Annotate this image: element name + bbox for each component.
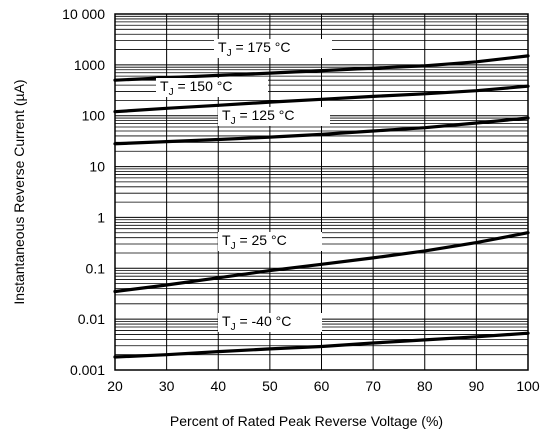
series-curves	[113, 54, 530, 359]
grid	[114, 14, 529, 371]
series-label-main: T	[218, 39, 227, 55]
series-label-main: T	[222, 232, 231, 248]
x-tick-label: 30	[159, 378, 175, 394]
x-tick-labels: 20 30 40 50 60 70 80 90 100	[107, 378, 540, 394]
y-tick-label: 0.01	[78, 311, 105, 327]
series-label-main: T	[160, 78, 169, 94]
x-tick-label: 20	[107, 378, 123, 394]
series-label-text: TJ = 150 °C	[160, 78, 232, 98]
series-label-box	[218, 313, 322, 332]
series-label-subscript: J	[169, 87, 174, 98]
series-label-subscript: J	[231, 116, 236, 127]
series-label-1: TJ = 150 °C	[156, 78, 268, 98]
x-tick-label: 90	[469, 378, 485, 394]
series-label-subscript: J	[231, 322, 236, 333]
series-label-text: TJ = -40 °C	[222, 313, 291, 333]
x-tick-label: 100	[516, 378, 540, 394]
y-tick-label: 0.1	[86, 260, 106, 276]
y-tick-label: 10 000	[62, 6, 105, 22]
series-label-rest: = 150 °C	[174, 78, 233, 94]
series-line-4	[113, 331, 530, 359]
y-tick-label: 1000	[74, 57, 105, 73]
plot-frame	[114, 13, 529, 371]
series-label-rest: = 175 °C	[232, 39, 291, 55]
series-label-box	[214, 39, 332, 58]
y-tick-label: 100	[82, 108, 106, 124]
series-line-0	[113, 54, 530, 82]
series-label-subscript: J	[227, 48, 232, 59]
series-label-text: TJ = 175 °C	[218, 39, 290, 59]
series-label-main: T	[222, 313, 231, 329]
series-line-2	[113, 116, 530, 146]
series-label-0: TJ = 175 °C	[214, 39, 332, 59]
y-tick-label: 10	[89, 159, 105, 175]
y-tick-labels: 10 000 1000 100 10 1 0.1 0.01 0.001	[62, 6, 105, 378]
x-tick-label: 40	[210, 378, 226, 394]
series-label-4: TJ = -40 °C	[218, 313, 322, 333]
series-label-rest: = 25 °C	[236, 232, 287, 248]
series-label-rest: = -40 °C	[236, 313, 292, 329]
series-label-box	[218, 232, 322, 251]
series-label-box	[156, 78, 268, 97]
series-line-1	[113, 84, 530, 114]
x-tick-label: 60	[314, 378, 330, 394]
x-tick-label: 80	[417, 378, 433, 394]
series-label-2: TJ = 125 °C	[218, 107, 330, 127]
x-tick-label: 70	[365, 378, 381, 394]
series-label-box	[218, 107, 330, 126]
series-label-3: TJ = 25 °C	[218, 232, 322, 252]
y-tick-label: 0.001	[70, 362, 105, 378]
series-label-rest: = 125 °C	[236, 107, 295, 123]
y-axis-title: Instantaneous Reverse Current (µA)	[11, 79, 27, 304]
series-labels: TJ = 175 °CTJ = 150 °CTJ = 125 °CTJ = 25…	[156, 39, 332, 333]
series-label-main: T	[222, 107, 231, 123]
series-label-text: TJ = 25 °C	[222, 232, 287, 252]
series-line-3	[113, 231, 530, 294]
y-tick-label: 1	[97, 209, 105, 225]
series-label-text: TJ = 125 °C	[222, 107, 294, 127]
x-axis-title: Percent of Rated Peak Reverse Voltage (%…	[170, 413, 443, 429]
series-label-subscript: J	[231, 241, 236, 252]
x-tick-label: 50	[262, 378, 278, 394]
